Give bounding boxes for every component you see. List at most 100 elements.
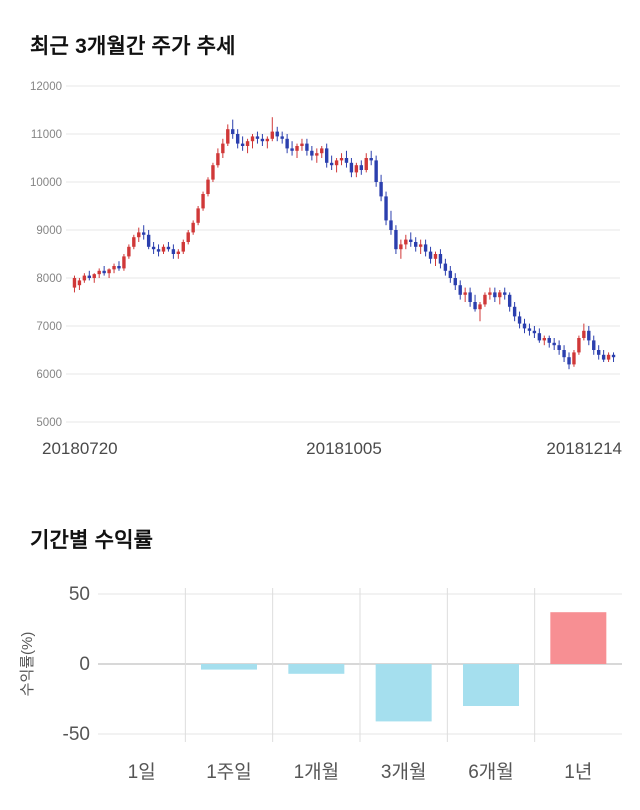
candle-up [137,227,141,242]
candle-up [181,239,185,254]
candle-down [448,266,453,283]
candle-down [512,302,517,322]
candle-up [483,292,487,307]
candle-up [320,146,324,158]
y-axis-tick-label: 7000 [36,321,62,333]
candle-up [339,153,344,166]
candle-down [503,287,507,300]
candle-up [107,268,111,278]
candle-up [186,230,190,245]
candle-down [389,210,393,235]
candle-down [587,326,591,346]
candle-down [468,287,472,307]
return-bar-negative [463,664,519,706]
candle-down [260,134,265,146]
candle-down [428,246,433,264]
y-axis-tick-label: -50 [63,724,90,745]
candle-down [117,261,121,271]
candle-down [310,146,314,161]
candle-up [542,335,546,346]
candle-up [161,244,166,254]
x-axis-category-label: 1개월 [294,761,340,783]
candle-up [221,138,225,158]
candle-up [72,275,77,293]
candle-down [235,129,240,149]
candle-down [596,345,601,360]
candle-down [423,239,428,257]
x-axis-category-label: 6개월 [468,761,514,783]
candle-up [270,117,274,142]
candle-up [201,191,205,211]
candle-down [359,160,364,175]
candle-up [404,234,408,250]
candle-down [562,345,566,362]
candle-down [151,242,156,254]
candle-up [245,138,250,154]
candle-up [132,234,136,250]
candle-down [240,136,245,151]
y-axis-tick-label: 12000 [30,81,62,93]
candle-up [295,143,299,158]
candle-up [334,158,339,173]
candle-down [532,326,537,338]
candle-down [567,352,571,370]
candle-down [87,270,92,281]
x-axis-category-label: 3개월 [381,761,427,783]
candle-up [196,206,200,226]
candle-down [166,242,171,252]
candle-up [433,251,438,266]
candle-down [305,138,309,156]
candle-up [216,148,220,168]
x-axis-category-label: 1주일 [206,761,252,783]
candle-up [127,244,131,259]
candle-down [156,244,161,257]
candle-down [601,350,606,362]
x-axis-category-label: 1일 [128,761,156,783]
candle-up [97,268,101,278]
price-trend-section-title: 최근 3개월간 주가 추세 [30,35,236,58]
candle-up [364,153,368,173]
x-axis-category-label: 1년 [564,761,592,783]
candle-up [478,302,482,322]
y-axis-tick-label: 0 [79,654,90,675]
candle-down [547,335,551,348]
candle-up [354,162,359,178]
candle-up [77,278,82,290]
return-bar-positive [550,612,607,664]
y-axis-tick-label: 8000 [36,273,62,285]
candle-down [592,335,596,355]
y-axis-tick-label: 11000 [31,129,62,141]
candle-down [329,155,334,170]
return-bar-negative [288,664,345,674]
candle-down [438,249,443,269]
candle-down [369,150,373,166]
candle-up [315,148,319,163]
candle-up [498,290,502,305]
candle-up [92,273,96,283]
candle-up [250,134,255,149]
y-axis-tick-label: 50 [69,584,90,605]
y-axis-title: 수익률(%) [19,632,36,697]
candle-up [176,249,181,259]
candle-up [191,220,195,235]
candle-up [211,162,215,182]
candle-down [324,143,329,168]
candle-up [606,352,611,362]
return-bar-negative [201,664,257,670]
candle-up [265,136,270,149]
candle-down [280,131,284,144]
candle-up [572,350,576,367]
candle-up [399,239,403,259]
candle-down [374,155,378,187]
candle-up [122,254,126,271]
candle-up [82,273,87,283]
period-returns-bar-chart: 50 0 -50 1일 1주일 1개월 3개월 6개월 1년 수익률(%) [19,584,622,783]
candle-up [206,177,210,197]
candle-down [142,225,146,240]
y-axis-tick-label: 6000 [36,369,62,381]
candle-up [463,287,467,302]
candle-down [285,134,289,154]
period-returns-section-title: 기간별 수익률 [30,529,154,552]
candle-down [507,292,512,312]
